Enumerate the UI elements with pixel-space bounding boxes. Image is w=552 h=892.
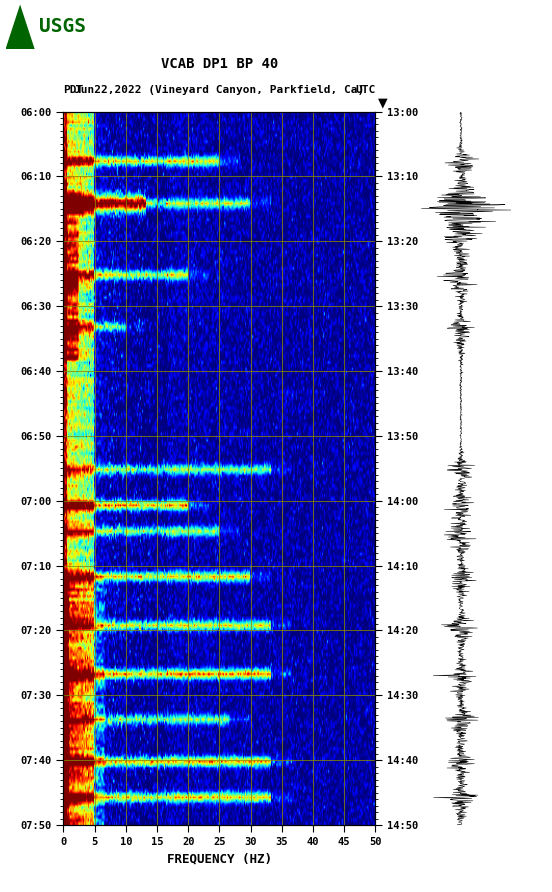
Text: Jun22,2022 (Vineyard Canyon, Parkfield, Ca): Jun22,2022 (Vineyard Canyon, Parkfield, … [75, 86, 364, 95]
Text: ▼: ▼ [378, 96, 388, 110]
Text: PDT: PDT [63, 86, 84, 95]
Text: USGS: USGS [39, 17, 86, 37]
Text: UTC: UTC [355, 86, 375, 95]
X-axis label: FREQUENCY (HZ): FREQUENCY (HZ) [167, 853, 272, 865]
Polygon shape [6, 4, 35, 49]
Text: VCAB DP1 BP 40: VCAB DP1 BP 40 [161, 57, 278, 71]
